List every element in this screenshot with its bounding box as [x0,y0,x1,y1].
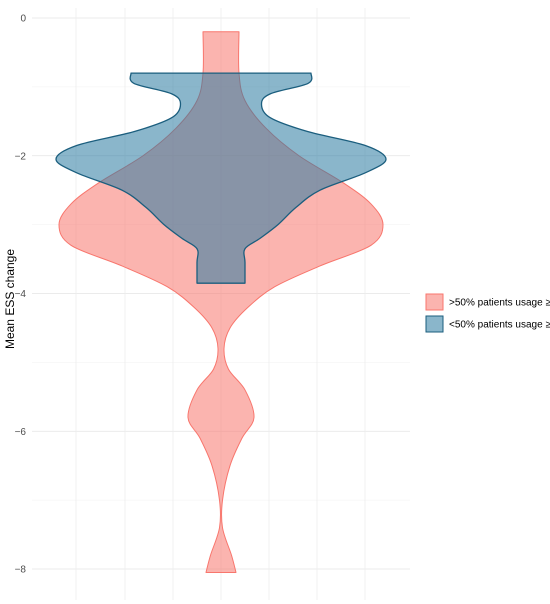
violin-under-50-percent [55,72,387,284]
y-tick-label: −2 [15,151,27,162]
y-axis-label: Mean ESS change [3,249,17,349]
y-axis-ticks: 0 −2 −4 −6 −8 [15,14,27,576]
y-tick-label: 0 [20,14,26,25]
y-tick-label: −6 [15,427,27,438]
legend-swatch [425,315,444,333]
legend-swatch [425,293,444,311]
legend-label: <50% patients usage ≥4h [449,320,550,331]
y-tick-label: −4 [15,289,27,300]
legend: >50% patients usage ≥4h <50% patients usa… [425,293,550,333]
y-tick-label: −8 [15,565,27,576]
legend-label: >50% patients usage ≥4h [449,298,550,309]
violins [55,31,387,573]
